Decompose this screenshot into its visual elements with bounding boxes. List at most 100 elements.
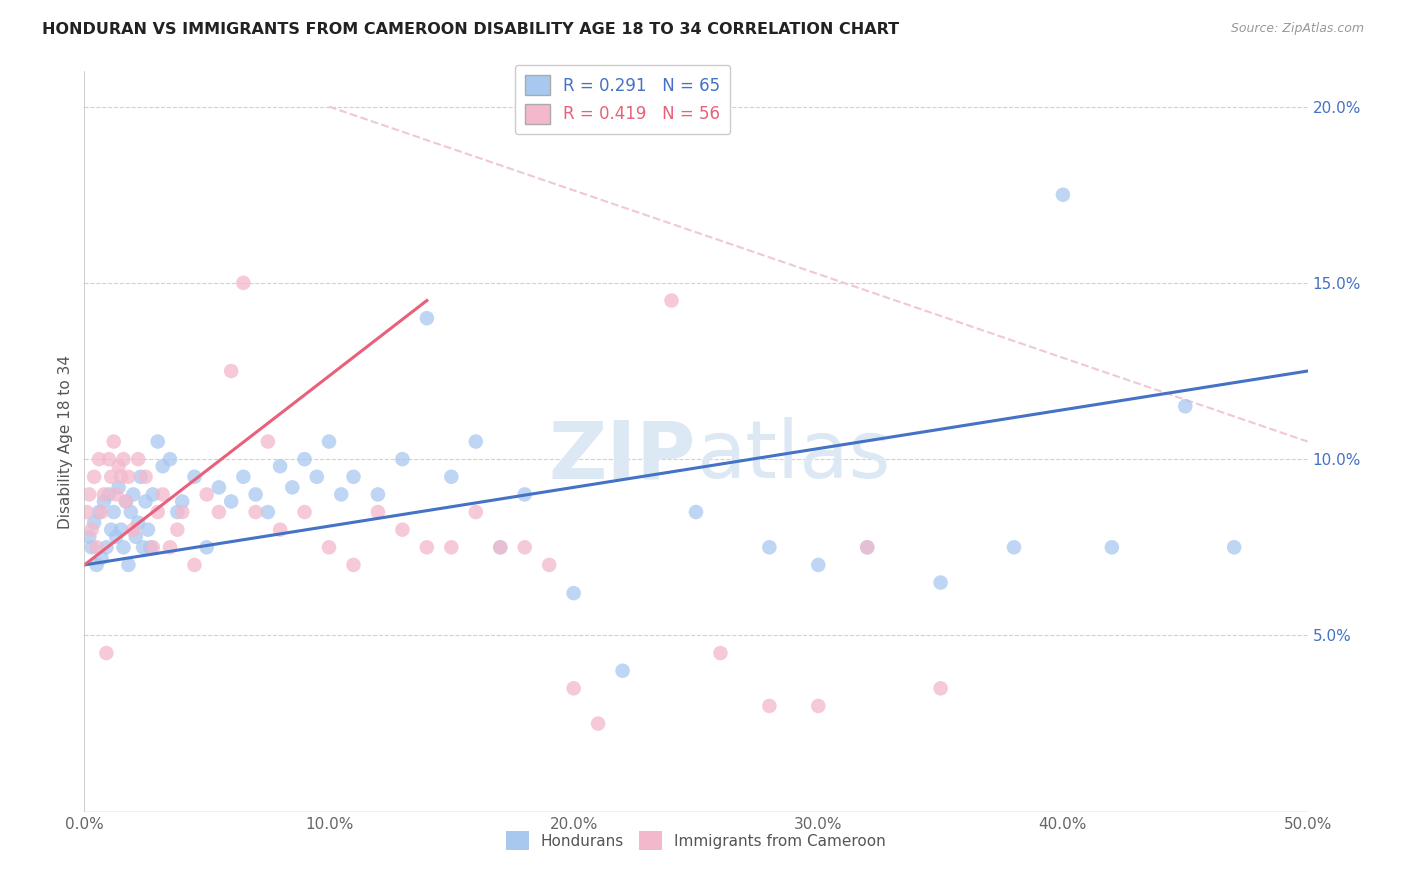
Point (856, 541, 879, 555)
Point (83, 470, 105, 484)
Point (758, 698, 780, 713)
Point (110, 523, 132, 537)
Point (464, 434, 486, 449)
Point (1174, 399, 1197, 413)
Point (208, 480, 231, 494)
Point (342, 470, 364, 484)
Y-axis label: Disability Age 18 to 34: Disability Age 18 to 34 (58, 354, 73, 529)
Point (440, 541, 463, 555)
Point (139, 541, 162, 555)
Point (440, 470, 463, 484)
Point (152, 487, 174, 501)
Point (513, 487, 536, 501)
Point (464, 505, 486, 519)
Point (117, 470, 139, 484)
Point (342, 558, 364, 572)
Point (367, 487, 389, 501)
Text: HONDURAN VS IMMIGRANTS FROM CAMEROON DISABILITY AGE 18 TO 34 CORRELATION CHART: HONDURAN VS IMMIGRANTS FROM CAMEROON DIS… (42, 22, 900, 37)
Point (245, 487, 267, 501)
Point (127, 452, 149, 467)
Point (93, 487, 115, 501)
Point (305, 470, 328, 484)
Point (80, 523, 103, 537)
Point (758, 541, 780, 555)
Point (294, 505, 316, 519)
Point (172, 505, 194, 519)
Point (152, 459, 174, 474)
Point (87, 505, 110, 519)
Point (86, 558, 108, 572)
Point (166, 505, 188, 519)
Point (245, 505, 267, 519)
Point (562, 681, 585, 696)
Point (100, 470, 122, 484)
Point (391, 452, 413, 467)
Point (86, 541, 108, 555)
Point (232, 276, 254, 290)
Point (232, 470, 254, 484)
Point (83, 516, 105, 530)
Point (115, 494, 138, 508)
Point (391, 523, 413, 537)
Point (513, 541, 536, 555)
Point (115, 494, 138, 508)
Point (929, 681, 952, 696)
Point (136, 523, 159, 537)
Point (1002, 541, 1025, 555)
Point (135, 494, 157, 508)
Point (97, 487, 120, 501)
Point (90, 550, 112, 565)
Point (117, 558, 139, 572)
Point (146, 434, 169, 449)
Point (132, 541, 155, 555)
Point (103, 505, 125, 519)
Point (120, 505, 142, 519)
Point (77, 530, 100, 544)
Point (146, 505, 169, 519)
Point (281, 480, 304, 494)
Point (183, 470, 205, 484)
Point (330, 487, 353, 501)
Point (96, 541, 118, 555)
Point (77, 487, 100, 501)
Point (107, 459, 129, 474)
Text: atlas: atlas (696, 417, 890, 495)
Point (183, 558, 205, 572)
Point (159, 452, 181, 467)
Point (807, 558, 830, 572)
Point (929, 575, 952, 590)
Point (107, 480, 129, 494)
Point (97, 452, 120, 467)
Point (269, 523, 291, 537)
Point (489, 541, 512, 555)
Point (195, 487, 218, 501)
Point (612, 664, 634, 678)
Point (135, 470, 157, 484)
Point (100, 523, 122, 537)
Point (87, 452, 110, 467)
Point (318, 541, 340, 555)
Point (318, 434, 340, 449)
Point (112, 541, 135, 555)
Point (612, 82, 634, 96)
Point (112, 452, 135, 467)
Text: Source: ZipAtlas.com: Source: ZipAtlas.com (1230, 22, 1364, 36)
Point (636, 117, 658, 131)
Point (103, 434, 125, 449)
Point (96, 646, 118, 660)
Point (1052, 187, 1074, 202)
Point (538, 558, 561, 572)
Legend: Hondurans, Immigrants from Cameroon: Hondurans, Immigrants from Cameroon (499, 825, 893, 856)
Point (685, 505, 707, 519)
Point (416, 311, 439, 326)
Point (208, 505, 231, 519)
Point (93, 494, 115, 508)
Point (127, 516, 149, 530)
Point (122, 487, 145, 501)
Point (489, 541, 512, 555)
Point (856, 541, 879, 555)
Point (294, 452, 316, 467)
Point (142, 541, 165, 555)
Point (562, 586, 585, 600)
Point (125, 530, 148, 544)
